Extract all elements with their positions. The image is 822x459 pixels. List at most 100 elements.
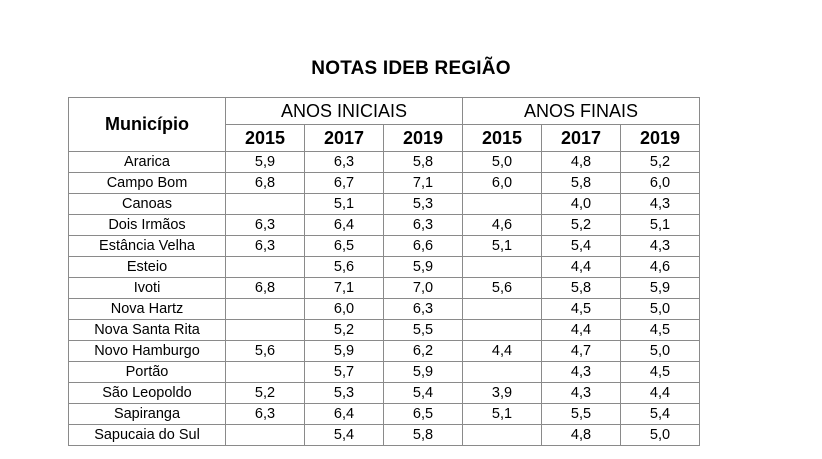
column-header-year: 2017 bbox=[541, 124, 621, 152]
cell-score: 6,5 bbox=[304, 235, 384, 257]
cell-score bbox=[462, 256, 542, 278]
cell-score: 7,1 bbox=[383, 172, 463, 194]
cell-score: 5,5 bbox=[383, 319, 463, 341]
cell-score: 5,9 bbox=[383, 256, 463, 278]
cell-score: 4,6 bbox=[620, 256, 700, 278]
cell-score bbox=[225, 319, 305, 341]
cell-score: 4,3 bbox=[620, 235, 700, 257]
cell-score: 4,5 bbox=[541, 298, 621, 320]
cell-municipio: Campo Bom bbox=[68, 172, 226, 194]
cell-score: 4,4 bbox=[541, 319, 621, 341]
cell-score: 5,5 bbox=[541, 403, 621, 425]
table-row: Portão 5,7 5,9 4,3 4,5 bbox=[68, 361, 700, 383]
cell-score: 6,4 bbox=[304, 403, 384, 425]
cell-municipio: Novo Hamburgo bbox=[68, 340, 226, 362]
cell-score: 6,8 bbox=[225, 277, 305, 299]
cell-score: 5,1 bbox=[620, 214, 700, 236]
cell-score: 5,4 bbox=[620, 403, 700, 425]
cell-score: 5,8 bbox=[541, 172, 621, 194]
cell-municipio: Sapucaia do Sul bbox=[68, 424, 226, 446]
header-row-years: 2015 2017 2019 2015 2017 2019 bbox=[69, 124, 700, 152]
cell-score bbox=[225, 256, 305, 278]
cell-score: 5,9 bbox=[304, 340, 384, 362]
cell-score: 6,0 bbox=[620, 172, 700, 194]
table-row: Canoas 5,1 5,3 4,0 4,3 bbox=[68, 193, 700, 215]
cell-score: 6,3 bbox=[383, 214, 463, 236]
table-body: Ararica 5,9 6,3 5,8 5,0 4,8 5,2 Campo Bom 6,8 6,7… bbox=[68, 151, 700, 446]
cell-score: 5,4 bbox=[541, 235, 621, 257]
column-header-year: 2017 bbox=[304, 124, 384, 152]
cell-municipio: Nova Santa Rita bbox=[68, 319, 226, 341]
table-row: Esteio 5,6 5,9 4,4 4,6 bbox=[68, 256, 700, 278]
cell-score: 5,2 bbox=[620, 151, 700, 173]
cell-score: 5,8 bbox=[541, 277, 621, 299]
header-row-groups: Município ANOS INICIAIS ANOS FINAIS bbox=[68, 97, 700, 152]
cell-score bbox=[462, 424, 542, 446]
cell-score: 6,6 bbox=[383, 235, 463, 257]
cell-score: 5,0 bbox=[620, 424, 700, 446]
cell-municipio: Portão bbox=[68, 361, 226, 383]
table-row: São Leopoldo 5,2 5,3 5,4 3,9 4,3 4,4 bbox=[68, 382, 700, 404]
cell-score bbox=[462, 298, 542, 320]
cell-score: 7,1 bbox=[304, 277, 384, 299]
cell-score: 4,3 bbox=[541, 382, 621, 404]
cell-score bbox=[225, 193, 305, 215]
cell-score: 6,3 bbox=[225, 403, 305, 425]
cell-score: 5,8 bbox=[383, 424, 463, 446]
cell-score: 6,2 bbox=[383, 340, 463, 362]
cell-score: 5,9 bbox=[620, 277, 700, 299]
cell-score bbox=[462, 193, 542, 215]
cell-score: 6,3 bbox=[225, 214, 305, 236]
column-header-year: 2019 bbox=[620, 124, 700, 152]
cell-score: 6,3 bbox=[225, 235, 305, 257]
table-row: Ivoti 6,8 7,1 7,0 5,6 5,8 5,9 bbox=[68, 277, 700, 299]
table-title: NOTAS IDEB REGIÃO bbox=[311, 58, 511, 79]
cell-score: 6,5 bbox=[383, 403, 463, 425]
cell-score bbox=[225, 424, 305, 446]
cell-score: 4,4 bbox=[462, 340, 542, 362]
cell-score: 5,6 bbox=[462, 277, 542, 299]
column-group-anos-iniciais: ANOS INICIAIS bbox=[225, 97, 463, 125]
cell-score: 4,4 bbox=[620, 382, 700, 404]
table-row: Novo Hamburgo 5,6 5,9 6,2 4,4 4,7 5,0 bbox=[68, 340, 700, 362]
table-row: Nova Santa Rita 5,2 5,5 4,4 4,5 bbox=[68, 319, 700, 341]
cell-score: 5,0 bbox=[462, 151, 542, 173]
cell-municipio: Ivoti bbox=[68, 277, 226, 299]
column-group-anos-finais: ANOS FINAIS bbox=[462, 97, 700, 125]
cell-municipio: Estância Velha bbox=[68, 235, 226, 257]
table-row: Ararica 5,9 6,3 5,8 5,0 4,8 5,2 bbox=[68, 151, 700, 173]
cell-score: 3,9 bbox=[462, 382, 542, 404]
cell-score bbox=[462, 361, 542, 383]
cell-municipio: Dois Irmãos bbox=[68, 214, 226, 236]
cell-score bbox=[225, 361, 305, 383]
cell-score: 6,0 bbox=[462, 172, 542, 194]
table-row: Dois Irmãos 6,3 6,4 6,3 4,6 5,2 5,1 bbox=[68, 214, 700, 236]
cell-municipio: Nova Hartz bbox=[68, 298, 226, 320]
table-row: Estância Velha 6,3 6,5 6,6 5,1 5,4 4,3 bbox=[68, 235, 700, 257]
cell-score: 6,8 bbox=[225, 172, 305, 194]
cell-score: 4,4 bbox=[541, 256, 621, 278]
cell-score: 6,3 bbox=[304, 151, 384, 173]
cell-score: 5,2 bbox=[225, 382, 305, 404]
cell-score: 5,7 bbox=[304, 361, 384, 383]
cell-score bbox=[225, 298, 305, 320]
table-row: Campo Bom 6,8 6,7 7,1 6,0 5,8 6,0 bbox=[68, 172, 700, 194]
cell-score: 5,4 bbox=[304, 424, 384, 446]
cell-score: 5,3 bbox=[383, 193, 463, 215]
cell-score: 5,6 bbox=[225, 340, 305, 362]
cell-score: 5,4 bbox=[383, 382, 463, 404]
cell-municipio: São Leopoldo bbox=[68, 382, 226, 404]
cell-score: 4,7 bbox=[541, 340, 621, 362]
cell-score: 4,5 bbox=[620, 361, 700, 383]
cell-score: 5,9 bbox=[383, 361, 463, 383]
cell-municipio: Ararica bbox=[68, 151, 226, 173]
column-header-year: 2015 bbox=[225, 124, 305, 152]
cell-score bbox=[462, 319, 542, 341]
cell-score: 4,5 bbox=[620, 319, 700, 341]
table-row: Sapiranga 6,3 6,4 6,5 5,1 5,5 5,4 bbox=[68, 403, 700, 425]
table-row: Nova Hartz 6,0 6,3 4,5 5,0 bbox=[68, 298, 700, 320]
cell-score: 6,3 bbox=[383, 298, 463, 320]
cell-municipio: Canoas bbox=[68, 193, 226, 215]
cell-score: 4,0 bbox=[541, 193, 621, 215]
cell-score: 5,2 bbox=[304, 319, 384, 341]
